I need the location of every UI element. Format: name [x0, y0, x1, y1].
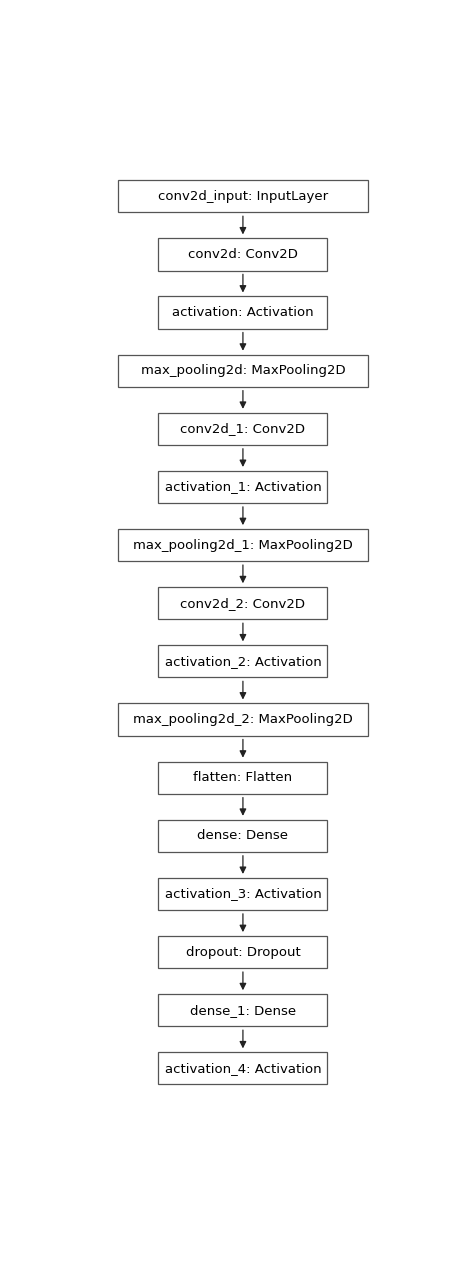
FancyBboxPatch shape	[158, 761, 328, 794]
FancyBboxPatch shape	[118, 354, 368, 387]
FancyBboxPatch shape	[158, 820, 328, 851]
Text: activation_1: Activation: activation_1: Activation	[164, 481, 321, 494]
Text: conv2d: Conv2D: conv2d: Conv2D	[188, 247, 298, 261]
Text: activation_4: Activation: activation_4: Activation	[164, 1062, 321, 1075]
FancyBboxPatch shape	[118, 180, 368, 212]
FancyBboxPatch shape	[158, 588, 328, 619]
Text: activation: Activation: activation: Activation	[172, 306, 314, 319]
FancyBboxPatch shape	[158, 878, 328, 910]
Text: conv2d_1: Conv2D: conv2d_1: Conv2D	[181, 423, 305, 435]
FancyBboxPatch shape	[118, 529, 368, 561]
FancyBboxPatch shape	[158, 297, 328, 329]
Text: max_pooling2d_2: MaxPooling2D: max_pooling2d_2: MaxPooling2D	[133, 713, 353, 726]
Text: conv2d_input: InputLayer: conv2d_input: InputLayer	[158, 190, 328, 203]
FancyBboxPatch shape	[158, 937, 328, 968]
Text: max_pooling2d_1: MaxPooling2D: max_pooling2d_1: MaxPooling2D	[133, 538, 353, 552]
Text: activation_2: Activation: activation_2: Activation	[164, 655, 321, 667]
FancyBboxPatch shape	[118, 703, 368, 736]
Text: flatten: Flatten: flatten: Flatten	[193, 772, 292, 784]
Text: activation_3: Activation: activation_3: Activation	[164, 887, 321, 901]
FancyBboxPatch shape	[158, 239, 328, 270]
Text: dense: Dense: dense: Dense	[198, 829, 288, 843]
Text: dense_1: Dense: dense_1: Dense	[190, 1004, 296, 1016]
FancyBboxPatch shape	[158, 412, 328, 445]
Text: max_pooling2d: MaxPooling2D: max_pooling2d: MaxPooling2D	[141, 364, 345, 377]
FancyBboxPatch shape	[158, 645, 328, 678]
FancyBboxPatch shape	[158, 994, 328, 1027]
FancyBboxPatch shape	[158, 1052, 328, 1085]
Text: dropout: Dropout: dropout: Dropout	[185, 945, 301, 958]
Text: conv2d_2: Conv2D: conv2d_2: Conv2D	[181, 596, 305, 609]
FancyBboxPatch shape	[158, 471, 328, 503]
